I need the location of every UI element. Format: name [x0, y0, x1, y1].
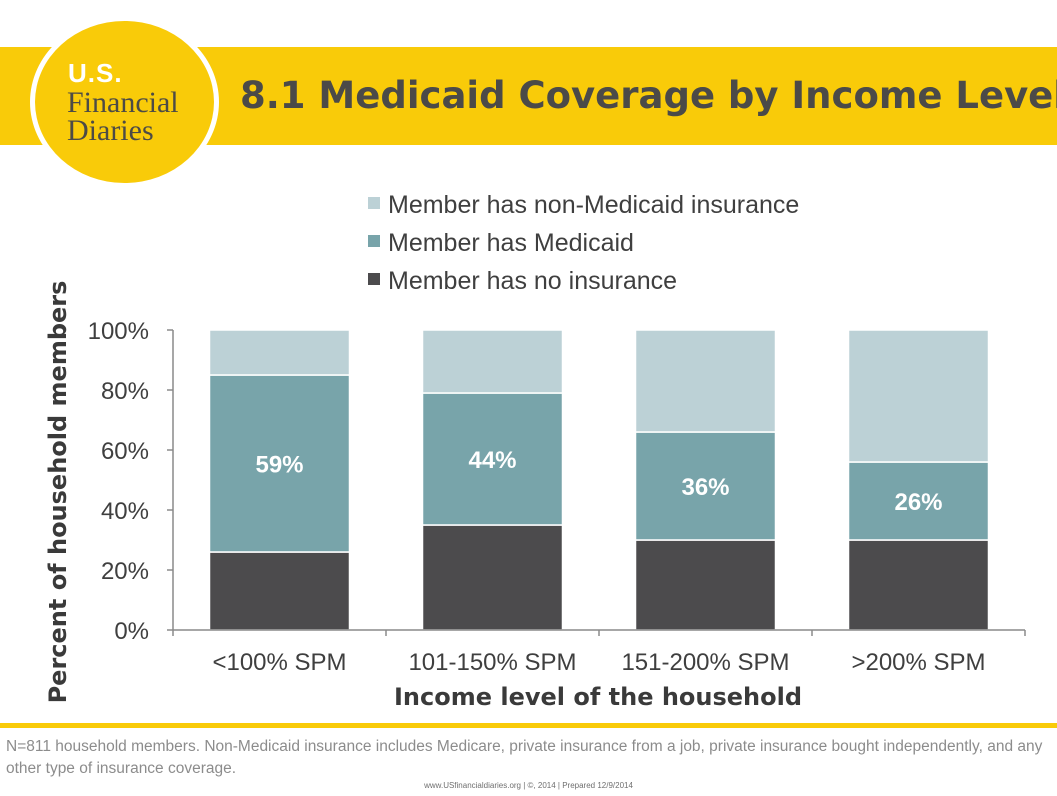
logo-text-diaries: Diaries — [67, 114, 154, 147]
y-tick-label-5: 80% — [101, 378, 149, 405]
logo-text-us: U.S. — [68, 58, 123, 88]
x-tick-label-3: 151-200% SPM — [621, 649, 789, 676]
legend-swatch-medicaid — [368, 235, 380, 247]
bar-medicaid-2 — [421, 392, 564, 526]
footer-divider — [0, 723, 1057, 728]
legend-swatch-non-medicaid — [368, 197, 380, 209]
legend-label-non-medicaid: Member has non-Medicaid insurance — [388, 191, 800, 219]
bar-non-medicaid-1 — [208, 329, 351, 376]
legend-swatch-no-insurance — [368, 273, 380, 285]
x-tick-label-2: 101-150% SPM — [408, 649, 576, 676]
y-tick-label-2: 20% — [101, 558, 149, 585]
y-tick-label-3: 40% — [101, 498, 149, 525]
bar-no-insurance-4 — [847, 539, 990, 631]
data-label-medicaid-4: 26% — [894, 489, 942, 516]
bar-medicaid-1 — [208, 374, 351, 553]
stacked-bar-chart: 59% 44% 36% 26% 0% 20% 40% 60% 80% 100% <100% SP… — [44, 281, 1026, 711]
x-axis-title: Income level of the household — [394, 683, 802, 711]
logo-badge — [30, 16, 219, 188]
footnote: N=811 household members. Non-Medicaid in… — [6, 738, 1043, 777]
chart-axes — [167, 329, 1026, 636]
x-tick-label-1: <100% SPM — [212, 649, 346, 676]
x-tick-label-4: >200% SPM — [851, 649, 985, 676]
bar-group: 59% 44% 36% 26% — [208, 329, 990, 631]
x-category-labels: <100% SPM 101-150% SPM 151-200% SPM >200% S… — [212, 649, 985, 676]
page-title: 8.1 Medicaid Coverage by Income Level — [240, 74, 1057, 117]
logo-text-financial: Financial — [67, 86, 179, 119]
y-tick-label-1: 0% — [114, 618, 149, 645]
y-tick-label-4: 60% — [101, 438, 149, 465]
legend-label-medicaid: Member has Medicaid — [388, 229, 634, 257]
y-tick-label-6: 100% — [88, 318, 149, 345]
bar-no-insurance-2 — [421, 524, 564, 631]
bar-medicaid-4 — [847, 461, 990, 541]
bar-non-medicaid-2 — [421, 329, 564, 394]
data-label-medicaid-1: 59% — [255, 452, 303, 479]
bar-no-insurance-3 — [634, 539, 777, 631]
data-label-medicaid-3: 36% — [681, 474, 729, 501]
data-label-medicaid-2: 44% — [468, 447, 516, 474]
bar-no-insurance-1 — [208, 551, 351, 631]
bar-non-medicaid-3 — [634, 329, 777, 433]
legend-label-no-insurance: Member has no insurance — [388, 267, 678, 295]
footer-credit: www.USfinancialdiaries.org | ©, 2014 | P… — [424, 781, 633, 790]
y-axis-title: Percent of household members — [44, 281, 72, 704]
y-tick-labels: 0% 20% 40% 60% 80% 100% — [88, 318, 149, 645]
bar-non-medicaid-4 — [847, 329, 990, 463]
